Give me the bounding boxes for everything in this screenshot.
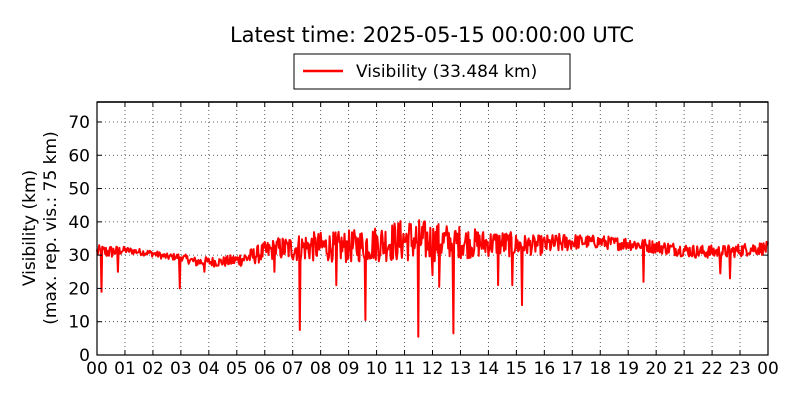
y-tick-label: 70 [68,113,90,133]
x-tick-label: 13 [450,359,472,379]
legend-label: Visibility (33.484 km) [356,62,537,82]
x-tick-label: 02 [142,359,164,379]
x-tick-label: 16 [534,359,556,379]
x-tick-label: 19 [617,359,639,379]
x-tick-label: 21 [673,359,695,379]
x-tick-label: 14 [478,359,500,379]
x-tick-label: 11 [394,359,416,379]
x-tick-label: 08 [310,359,332,379]
x-tick-label: 17 [561,359,583,379]
x-tick-label: 12 [422,359,444,379]
tick-labels: 0 10 20 30 40 50 60 70 00 01 02 03 04 05 06 07 08 09 10 11 1… [68,113,778,379]
chart-title: Latest time: 2025-05-15 00:00:00 UTC [230,23,634,47]
y-tick-label: 40 [68,213,90,233]
x-tick-label: 05 [226,359,248,379]
x-tick-label: 20 [645,359,667,379]
y-tick-label: 20 [68,279,90,299]
axes [96,101,769,356]
x-tick-label: 10 [366,359,388,379]
x-tick-label: 09 [338,359,360,379]
legend: Visibility (33.484 km) [293,53,571,90]
y-axis-label-line1: Visibility (km) [20,170,40,286]
y-tick-label: 50 [68,180,90,200]
visibility-series-line [96,219,769,338]
x-tick-label: 07 [282,359,304,379]
y-tick-label: 60 [68,146,90,166]
x-tick-label: 15 [506,359,528,379]
x-tick-label: 00 [86,359,108,379]
x-tick-label: 22 [701,359,723,379]
y-tick-label: 0 [79,346,90,366]
x-tick-label: 00 [757,359,779,379]
data-series [96,219,769,338]
x-tick-label: 03 [170,359,192,379]
y-tick-label: 10 [68,313,90,333]
y-axis-label-line2: (max. rep. vis.: 75 km) [41,131,61,324]
x-tick-label: 23 [729,359,751,379]
y-tick-label: 30 [68,246,90,266]
x-tick-label: 01 [114,359,136,379]
x-tick-label: 06 [254,359,276,379]
x-tick-label: 18 [589,359,611,379]
x-tick-label: 04 [198,359,220,379]
